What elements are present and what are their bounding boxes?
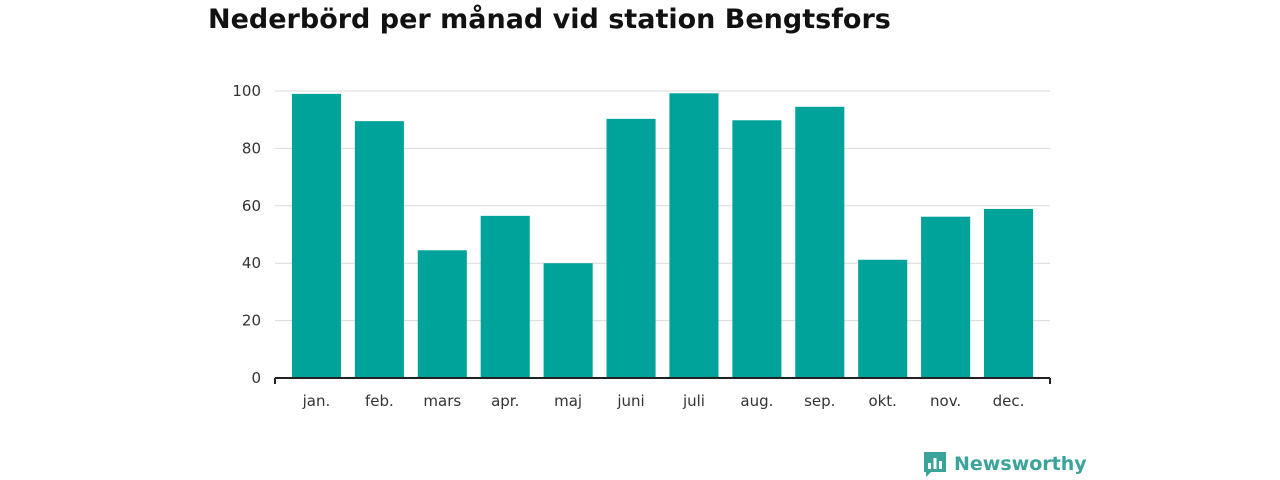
x-tick-label: apr. <box>491 392 519 410</box>
y-tick-label: 80 <box>242 139 261 157</box>
bar <box>795 106 845 378</box>
x-axis-tick-labels: jan. feb. mars apr. maj juni juli aug. sep. okt. n… <box>302 392 1025 410</box>
bar <box>732 120 782 379</box>
bar <box>984 208 1034 378</box>
newsworthy-brand: Newsworthy <box>922 450 1087 478</box>
x-tick-label: mars <box>423 392 461 410</box>
x-tick-label: okt. <box>868 392 897 410</box>
x-tick-label: maj <box>554 392 582 410</box>
x-axis <box>274 377 1051 384</box>
y-axis-tick-labels: 0 20 40 60 80 100 <box>232 82 261 387</box>
x-tick-label: juli <box>682 392 705 410</box>
gridlines <box>275 90 1050 322</box>
bar <box>354 121 404 378</box>
newsworthy-logo-icon <box>924 452 946 477</box>
bar <box>291 93 341 379</box>
x-tick-label: sep. <box>804 392 835 410</box>
x-tick-label: dec. <box>993 392 1025 410</box>
x-tick-label: jan. <box>302 392 331 410</box>
x-tick-label: feb. <box>365 392 394 410</box>
bar <box>669 93 719 379</box>
chart-title: Nederbörd per månad vid station Bengtsfo… <box>208 4 891 35</box>
x-tick-label: nov. <box>930 392 961 410</box>
bar <box>480 215 530 378</box>
bar <box>543 263 593 378</box>
bar <box>921 216 971 378</box>
y-tick-label: 20 <box>242 312 261 330</box>
x-tick-label: aug. <box>740 392 773 410</box>
x-tick-label: juni <box>616 392 644 410</box>
y-tick-label: 60 <box>242 197 261 215</box>
bar <box>417 250 467 378</box>
y-tick-label: 0 <box>251 369 261 387</box>
y-tick-label: 100 <box>232 82 261 100</box>
bar <box>858 259 908 378</box>
y-tick-label: 40 <box>242 254 261 272</box>
brand-name: Newsworthy <box>954 453 1087 475</box>
bar <box>606 118 656 379</box>
bars <box>291 93 1034 379</box>
